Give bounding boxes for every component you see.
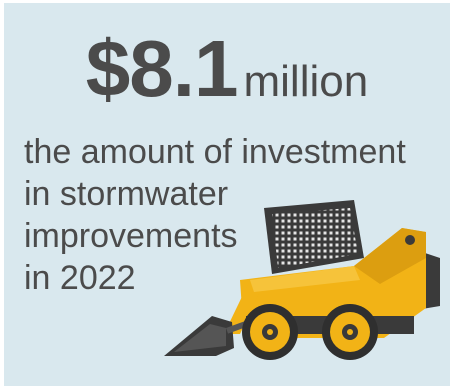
skid-steer-loader-icon — [164, 200, 440, 360]
description-line-2: in stormwater — [24, 175, 229, 213]
amount-unit: million — [243, 57, 369, 106]
headline: $8.1 million — [4, 23, 450, 115]
description: the amount of investment in stormwater i… — [24, 131, 406, 299]
description-line-1: the amount of investment — [24, 133, 406, 171]
description-line-4: in 2022 — [24, 259, 136, 297]
investment-amount: $8.1 — [85, 24, 239, 113]
description-line-3: improvements — [24, 217, 238, 255]
infographic-card: $8.1 million the amount of investment in … — [4, 3, 450, 386]
